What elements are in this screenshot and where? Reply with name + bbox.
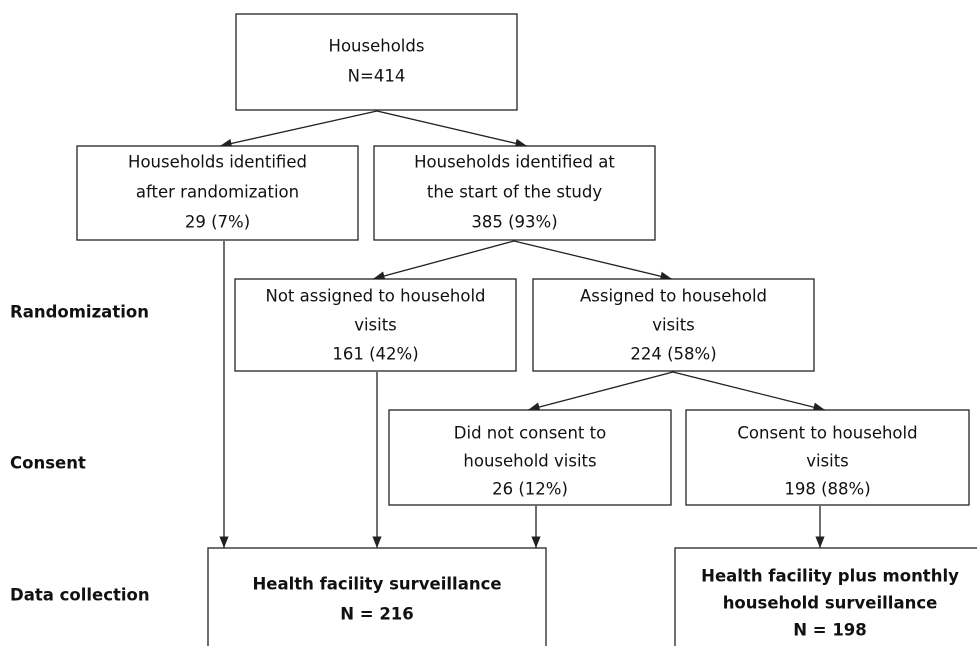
node-text: 161 (42%): [332, 345, 418, 364]
node-box: [388, 409, 672, 506]
stage-label: Data collection: [10, 586, 150, 605]
node-text: N = 216: [340, 605, 414, 624]
arrow: [513, 240, 673, 281]
node-text: Assigned to household: [580, 287, 767, 306]
node-box: [674, 547, 977, 646]
flow-node: Households identified after randomization…: [76, 145, 359, 241]
node-text: Households identified: [128, 153, 307, 172]
flow-node: Assigned to household visits 224 (58%): [532, 278, 815, 372]
stage-label: Consent: [10, 454, 86, 473]
node-text: N=414: [348, 67, 406, 86]
flow-node: Consent to household visits 198 (88%): [685, 409, 970, 506]
node-text: household visits: [463, 452, 596, 471]
node-box: [685, 409, 970, 506]
node-text: Health facility plus monthly: [701, 567, 959, 586]
arrow: [672, 371, 826, 412]
node-text: Households identified at: [414, 153, 615, 172]
arrow: [527, 371, 674, 412]
node-text: Not assigned to household: [265, 287, 485, 306]
node-text: visits: [354, 316, 397, 335]
node-text: visits: [652, 316, 695, 335]
node-text: 198 (88%): [784, 480, 870, 499]
node-box: [76, 145, 359, 241]
flow-node: Health facility surveillance N = 216: [207, 547, 547, 646]
node-text: 29 (7%): [185, 213, 250, 232]
node-text: 224 (58%): [630, 345, 716, 364]
arrows: [219, 110, 826, 548]
node-text: Households: [329, 37, 425, 56]
arrow: [219, 110, 378, 149]
flow-node: Households N=414: [235, 13, 518, 111]
flow-node: Did not consent to household visits 26 (12…: [388, 409, 672, 506]
node-text: Health facility surveillance: [252, 575, 501, 594]
node-text: the start of the study: [427, 183, 602, 202]
node-text: Did not consent to: [454, 424, 606, 443]
node-box: [235, 13, 518, 111]
node-text: 385 (93%): [471, 213, 557, 232]
node-text: household surveillance: [723, 594, 938, 613]
node-text: 26 (12%): [492, 480, 568, 499]
node-text: N = 198: [793, 621, 867, 640]
node-box: [207, 547, 547, 646]
node-text: after randomization: [136, 183, 299, 202]
node-box: [373, 145, 656, 241]
arrow: [372, 240, 515, 281]
node-text: Consent to household: [737, 424, 917, 443]
flow-node: Households identified at the start of the…: [373, 145, 656, 241]
node-text: visits: [806, 452, 849, 471]
flow-node: Health facility plus monthly household su…: [674, 547, 977, 646]
flow-node: Not assigned to household visits 161 (42%): [234, 278, 517, 372]
node-box: [234, 278, 517, 372]
arrow: [376, 110, 528, 148]
stage-label: Randomization: [10, 303, 149, 322]
node-box: [532, 278, 815, 372]
